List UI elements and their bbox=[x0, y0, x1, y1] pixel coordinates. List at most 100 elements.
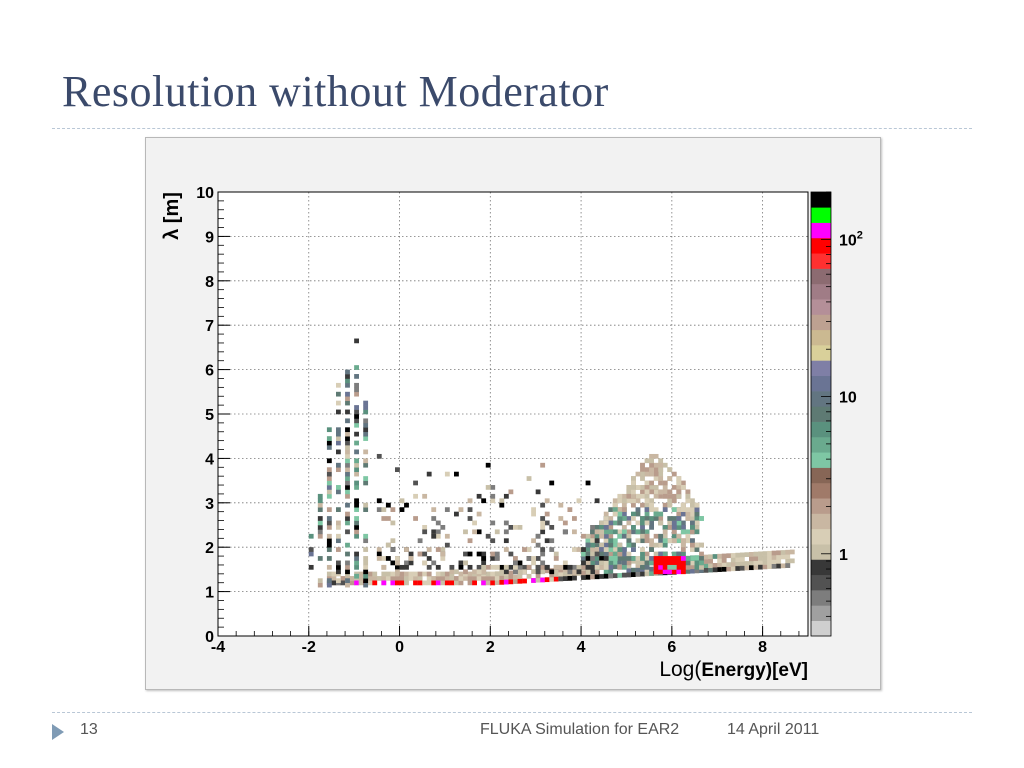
heatmap-cell bbox=[367, 571, 373, 577]
heatmap-cell bbox=[612, 551, 618, 557]
heatmap-cell bbox=[585, 538, 591, 544]
heatmap-cell bbox=[776, 554, 782, 560]
heatmap-cell bbox=[680, 511, 686, 517]
heatmap-cell bbox=[431, 507, 437, 512]
heatmap-cell bbox=[653, 542, 659, 548]
heatmap-cell bbox=[603, 538, 609, 544]
colorbar-segment bbox=[811, 222, 831, 239]
heatmap-cell bbox=[785, 554, 791, 560]
x-tick-label: 8 bbox=[758, 639, 767, 656]
heatmap-cell bbox=[336, 507, 341, 512]
heatmap-cell bbox=[544, 564, 550, 570]
heatmap-cell bbox=[395, 564, 400, 570]
heatmap-cell bbox=[499, 502, 505, 508]
heatmap-cell bbox=[345, 578, 350, 584]
heatmap-cell bbox=[404, 571, 409, 577]
heatmap-cell bbox=[503, 575, 509, 581]
heatmap-cell bbox=[631, 547, 636, 552]
heatmap-cell bbox=[517, 574, 523, 580]
heatmap-cell bbox=[699, 542, 704, 548]
heatmap-cell bbox=[635, 556, 641, 561]
heatmap-cell bbox=[603, 564, 609, 570]
heatmap-cell bbox=[363, 458, 369, 464]
heatmap-cell bbox=[621, 498, 627, 504]
heatmap-cell bbox=[599, 564, 605, 570]
heatmap-cell bbox=[671, 493, 677, 499]
heatmap-cell bbox=[680, 525, 686, 530]
heatmap-cell bbox=[649, 489, 654, 495]
heatmap-cell bbox=[340, 580, 346, 586]
heatmap-cell bbox=[699, 556, 704, 561]
heatmap-cell bbox=[631, 558, 636, 564]
heatmap-cell bbox=[336, 578, 341, 584]
heatmap-cell bbox=[490, 493, 496, 499]
heatmap-cell bbox=[676, 525, 682, 530]
heatmap-cell bbox=[640, 520, 645, 526]
heatmap-cell bbox=[631, 511, 636, 517]
heatmap-cell bbox=[390, 520, 396, 526]
heatmap-cell bbox=[513, 579, 518, 584]
heatmap-cell bbox=[653, 511, 659, 517]
heatmap-cell bbox=[612, 559, 618, 565]
heatmap-cell bbox=[431, 580, 437, 586]
heatmap-cell bbox=[399, 498, 405, 504]
heatmap-cell bbox=[326, 571, 332, 577]
heatmap-cell bbox=[694, 525, 700, 530]
heatmap-cell bbox=[744, 561, 750, 566]
heatmap-cell bbox=[617, 511, 623, 517]
heatmap-cell bbox=[458, 571, 464, 577]
heatmap-cell bbox=[363, 538, 369, 544]
heatmap-cell bbox=[485, 485, 491, 490]
colorbar-segment bbox=[811, 283, 831, 300]
heatmap-cell bbox=[354, 560, 359, 566]
heatmap-cell bbox=[680, 560, 686, 566]
heatmap-cell bbox=[621, 493, 627, 499]
colorbar-label: 10 bbox=[839, 390, 857, 407]
heatmap-cell bbox=[662, 538, 668, 544]
heatmap-cell bbox=[626, 560, 632, 566]
heatmap-cell bbox=[608, 560, 614, 566]
heatmap-cell bbox=[481, 556, 487, 561]
heatmap-cell bbox=[336, 467, 341, 473]
heatmap-cell bbox=[354, 573, 359, 579]
heatmap-cell bbox=[594, 560, 600, 566]
heatmap-cell bbox=[608, 551, 614, 557]
heatmap-cell bbox=[354, 520, 359, 526]
heatmap-cell bbox=[785, 558, 791, 564]
heatmap-cell bbox=[603, 525, 609, 530]
heatmap-cell bbox=[662, 542, 668, 548]
heatmap-cell bbox=[671, 551, 677, 557]
heatmap-cell bbox=[667, 498, 673, 504]
heatmap-cell bbox=[417, 576, 423, 581]
colorbar-segment bbox=[811, 590, 831, 606]
heatmap-cell bbox=[730, 553, 736, 558]
heatmap-cell bbox=[635, 560, 641, 566]
heatmap-cell bbox=[558, 567, 564, 573]
heatmap-cell bbox=[408, 576, 414, 581]
heatmap-cell bbox=[621, 529, 627, 535]
heatmap-cell bbox=[690, 556, 695, 561]
heatmap-cell bbox=[626, 485, 632, 490]
heatmap-cell bbox=[413, 580, 418, 586]
x-tick-label: -4 bbox=[211, 639, 225, 656]
heatmap-cell bbox=[726, 566, 732, 572]
heatmap-cell bbox=[621, 507, 627, 512]
heatmap-cell bbox=[694, 507, 700, 512]
heatmap-cell bbox=[608, 525, 614, 530]
colorbar-label: 1 bbox=[839, 547, 848, 564]
heatmap-cell bbox=[762, 555, 768, 561]
heatmap-cell bbox=[354, 422, 359, 428]
heatmap-cell bbox=[640, 538, 645, 544]
heatmap-cell bbox=[599, 551, 605, 557]
heatmap-cell bbox=[735, 566, 741, 571]
heatmap-cell bbox=[662, 507, 668, 512]
heatmap-cell bbox=[508, 570, 514, 576]
heatmap-cell bbox=[476, 493, 482, 499]
heatmap-cell bbox=[494, 580, 500, 585]
heatmap-cell bbox=[381, 571, 387, 577]
heatmap-cell bbox=[526, 564, 532, 570]
y-tick-label: 9 bbox=[205, 229, 214, 246]
heatmap-cell bbox=[549, 577, 555, 582]
heatmap-cell bbox=[658, 538, 664, 544]
heatmap-cell bbox=[649, 462, 654, 468]
